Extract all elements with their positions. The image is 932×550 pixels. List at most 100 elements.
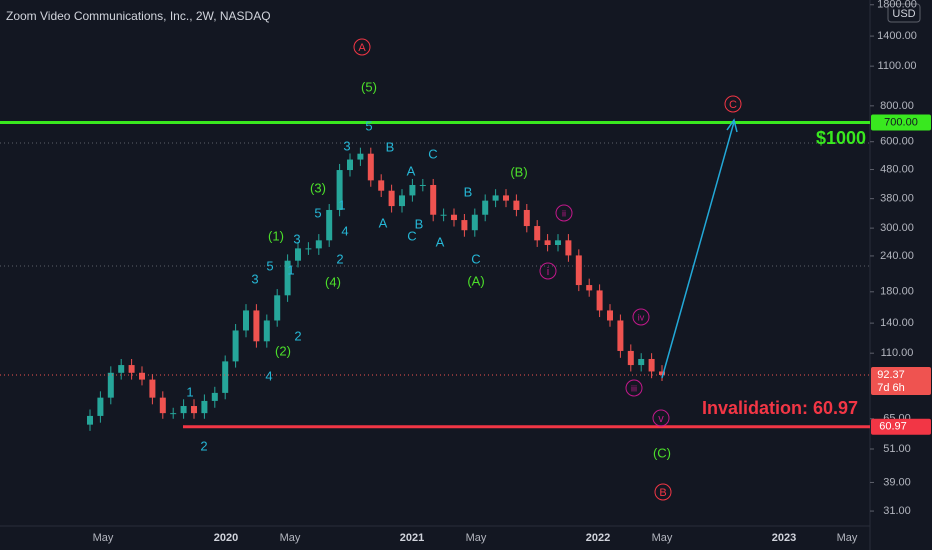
candle-body [627, 350, 634, 366]
candle-body [367, 153, 374, 181]
wave-label: C [407, 228, 416, 243]
candle-body [128, 365, 135, 373]
y-tick-label: 1800.00 [877, 0, 917, 11]
x-tick-label: May [652, 532, 673, 544]
chart-title: Zoom Video Communications, Inc., 2W, NAS… [6, 9, 271, 23]
last-price-label: 92.37 [877, 369, 905, 381]
candle-body [191, 406, 197, 414]
candle-body [575, 255, 582, 286]
y-tick-label: 140.00 [880, 317, 914, 329]
wave-label: 3 [293, 231, 300, 246]
x-tick-label: May [466, 532, 487, 544]
candle-body [451, 214, 457, 221]
wave-label: C [428, 146, 437, 161]
wave-label: B [464, 184, 473, 199]
candle-body [659, 371, 665, 375]
wave-label-circle [632, 308, 650, 326]
candle-body [503, 195, 509, 201]
wave-label: iii [631, 383, 637, 393]
wave-label: (5) [361, 79, 377, 94]
candle-body [97, 397, 104, 416]
wave-label: (C) [653, 445, 671, 460]
resistance-tag-label: 700.00 [884, 116, 918, 128]
candle-body [139, 372, 145, 380]
candle-body [347, 159, 353, 171]
wave-label: B [415, 216, 424, 231]
wave-label-circle [625, 379, 643, 397]
wave-label: A [379, 215, 388, 230]
currency-box[interactable] [887, 3, 921, 23]
wave-label: 3 [251, 271, 258, 286]
wave-label: A [407, 163, 416, 178]
candle-body [315, 240, 322, 249]
candle-body [461, 220, 468, 231]
candle-body [430, 184, 437, 215]
candle-body [305, 248, 312, 250]
wave-label: (2) [275, 343, 291, 358]
candle-body [586, 285, 593, 291]
wave-label: 4 [265, 368, 272, 383]
y-tick-label: 300.00 [880, 222, 914, 234]
candle-body [409, 184, 416, 196]
y-tick-label: 800.00 [880, 100, 914, 112]
candle-body [544, 240, 551, 245]
y-tick-label: 600.00 [880, 136, 914, 148]
candle-body [555, 240, 561, 245]
x-tick-label: May [93, 532, 114, 544]
candle-body [107, 372, 114, 398]
wave-label-circle [654, 483, 672, 501]
wave-label: i [547, 266, 549, 278]
y-tick-label: 31.00 [883, 505, 911, 517]
wave-label: ii [562, 208, 566, 218]
invalidation-tag [871, 418, 931, 435]
x-tick-label: 2023 [772, 532, 796, 544]
currency: USD [892, 8, 915, 20]
candle-body [232, 330, 239, 362]
candle-body [419, 184, 426, 186]
x-tick-label: May [837, 532, 858, 544]
wave-label: 2 [336, 251, 343, 266]
candle-body [648, 358, 655, 372]
wave-label: A [436, 234, 445, 249]
wave-label-circle [555, 204, 573, 222]
candle-body [180, 406, 187, 414]
wave-label-circle [353, 38, 371, 56]
candle-body [378, 180, 385, 191]
candle-body [492, 195, 499, 201]
wave-label: (4) [325, 274, 341, 289]
wave-label: 1 [338, 197, 345, 212]
wave-label: (1) [268, 228, 284, 243]
y-tick-label: 180.00 [880, 286, 914, 298]
wave-label: 3 [343, 138, 350, 153]
wave-label: C [729, 99, 737, 111]
wave-label: C [471, 251, 480, 266]
wave-label: B [659, 487, 666, 499]
resistance-tag [871, 114, 931, 131]
candle-body [201, 400, 208, 414]
wave-label-circle [539, 262, 557, 280]
wave-label: 5 [266, 258, 273, 273]
x-tick-label: 2022 [586, 532, 610, 544]
wave-label: 4 [341, 223, 348, 238]
candle-body [638, 358, 645, 366]
projection-arrowhead [726, 118, 738, 133]
candle-body [440, 214, 447, 216]
candle-body [159, 397, 166, 414]
candle-body [565, 240, 572, 256]
wave-label: B [386, 139, 395, 154]
wave-label: (B) [510, 164, 527, 179]
candle-body [211, 392, 218, 401]
candle-body [357, 153, 364, 160]
wave-label: iv [638, 312, 645, 322]
candle-body [295, 248, 301, 261]
wave-label: 2 [200, 438, 207, 453]
y-tick-label: 1100.00 [878, 60, 917, 72]
candle-body [617, 320, 624, 351]
candle-body [87, 415, 93, 425]
y-tick-label: 240.00 [880, 250, 914, 262]
candle-body [326, 209, 333, 241]
x-tick-label: 2020 [214, 532, 238, 544]
candle-body [149, 379, 156, 398]
